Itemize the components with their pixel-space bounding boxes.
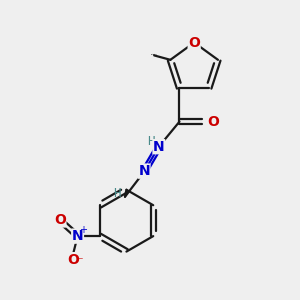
Text: O: O (188, 35, 200, 50)
Text: O: O (67, 253, 79, 267)
Text: N: N (153, 140, 165, 154)
Text: methyl: methyl (153, 54, 158, 55)
Text: ⁻: ⁻ (76, 256, 82, 268)
Text: +: + (79, 225, 87, 235)
Text: N: N (138, 164, 150, 178)
Text: N: N (72, 229, 83, 243)
Text: H: H (147, 135, 154, 148)
Text: O: O (54, 213, 66, 227)
Text: H: H (113, 187, 121, 200)
Text: methyl: methyl (151, 54, 155, 56)
Text: O: O (207, 115, 219, 129)
